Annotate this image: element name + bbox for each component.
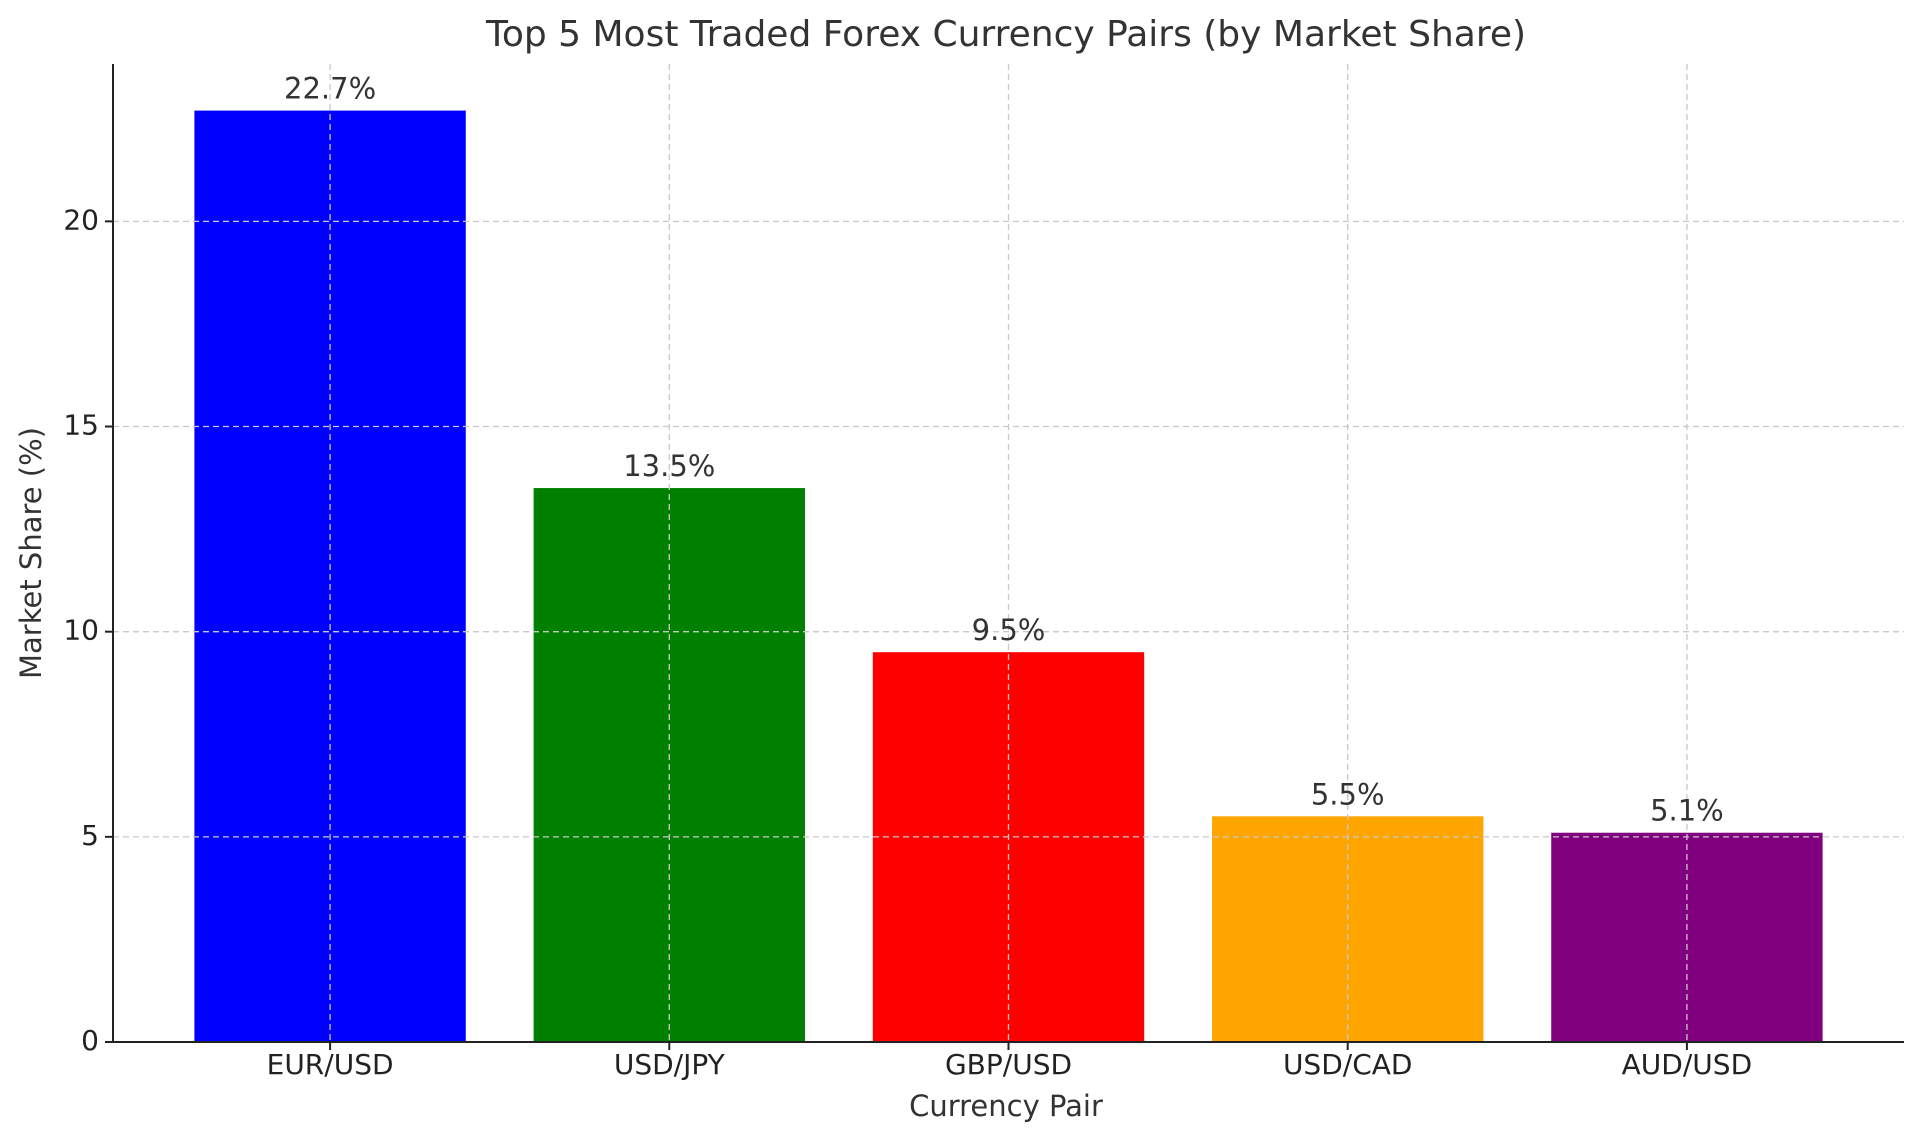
value-label: 5.5% xyxy=(1311,777,1385,811)
x-tick-label: USD/JPY xyxy=(614,1048,726,1081)
x-tick-label: GBP/USD xyxy=(945,1048,1072,1081)
value-label: 9.5% xyxy=(972,613,1046,647)
x-tick-label: USD/CAD xyxy=(1283,1048,1413,1081)
chart-title: Top 5 Most Traded Forex Currency Pairs (… xyxy=(485,14,1526,55)
value-label: 13.5% xyxy=(623,449,715,483)
x-tick-label: AUD/USD xyxy=(1622,1048,1752,1081)
y-tick-label: 10 xyxy=(63,614,99,647)
y-tick-label: 20 xyxy=(63,203,99,236)
y-tick-label: 15 xyxy=(63,409,99,442)
value-label: 5.1% xyxy=(1650,794,1724,828)
x-tick-label: EUR/USD xyxy=(267,1048,394,1081)
y-tick-label: 0 xyxy=(81,1024,99,1057)
y-axis-label: Market Share (%) xyxy=(14,427,48,679)
y-tick-label: 5 xyxy=(81,819,99,852)
value-label: 22.7% xyxy=(284,72,376,106)
x-axis-label: Currency Pair xyxy=(909,1089,1103,1123)
